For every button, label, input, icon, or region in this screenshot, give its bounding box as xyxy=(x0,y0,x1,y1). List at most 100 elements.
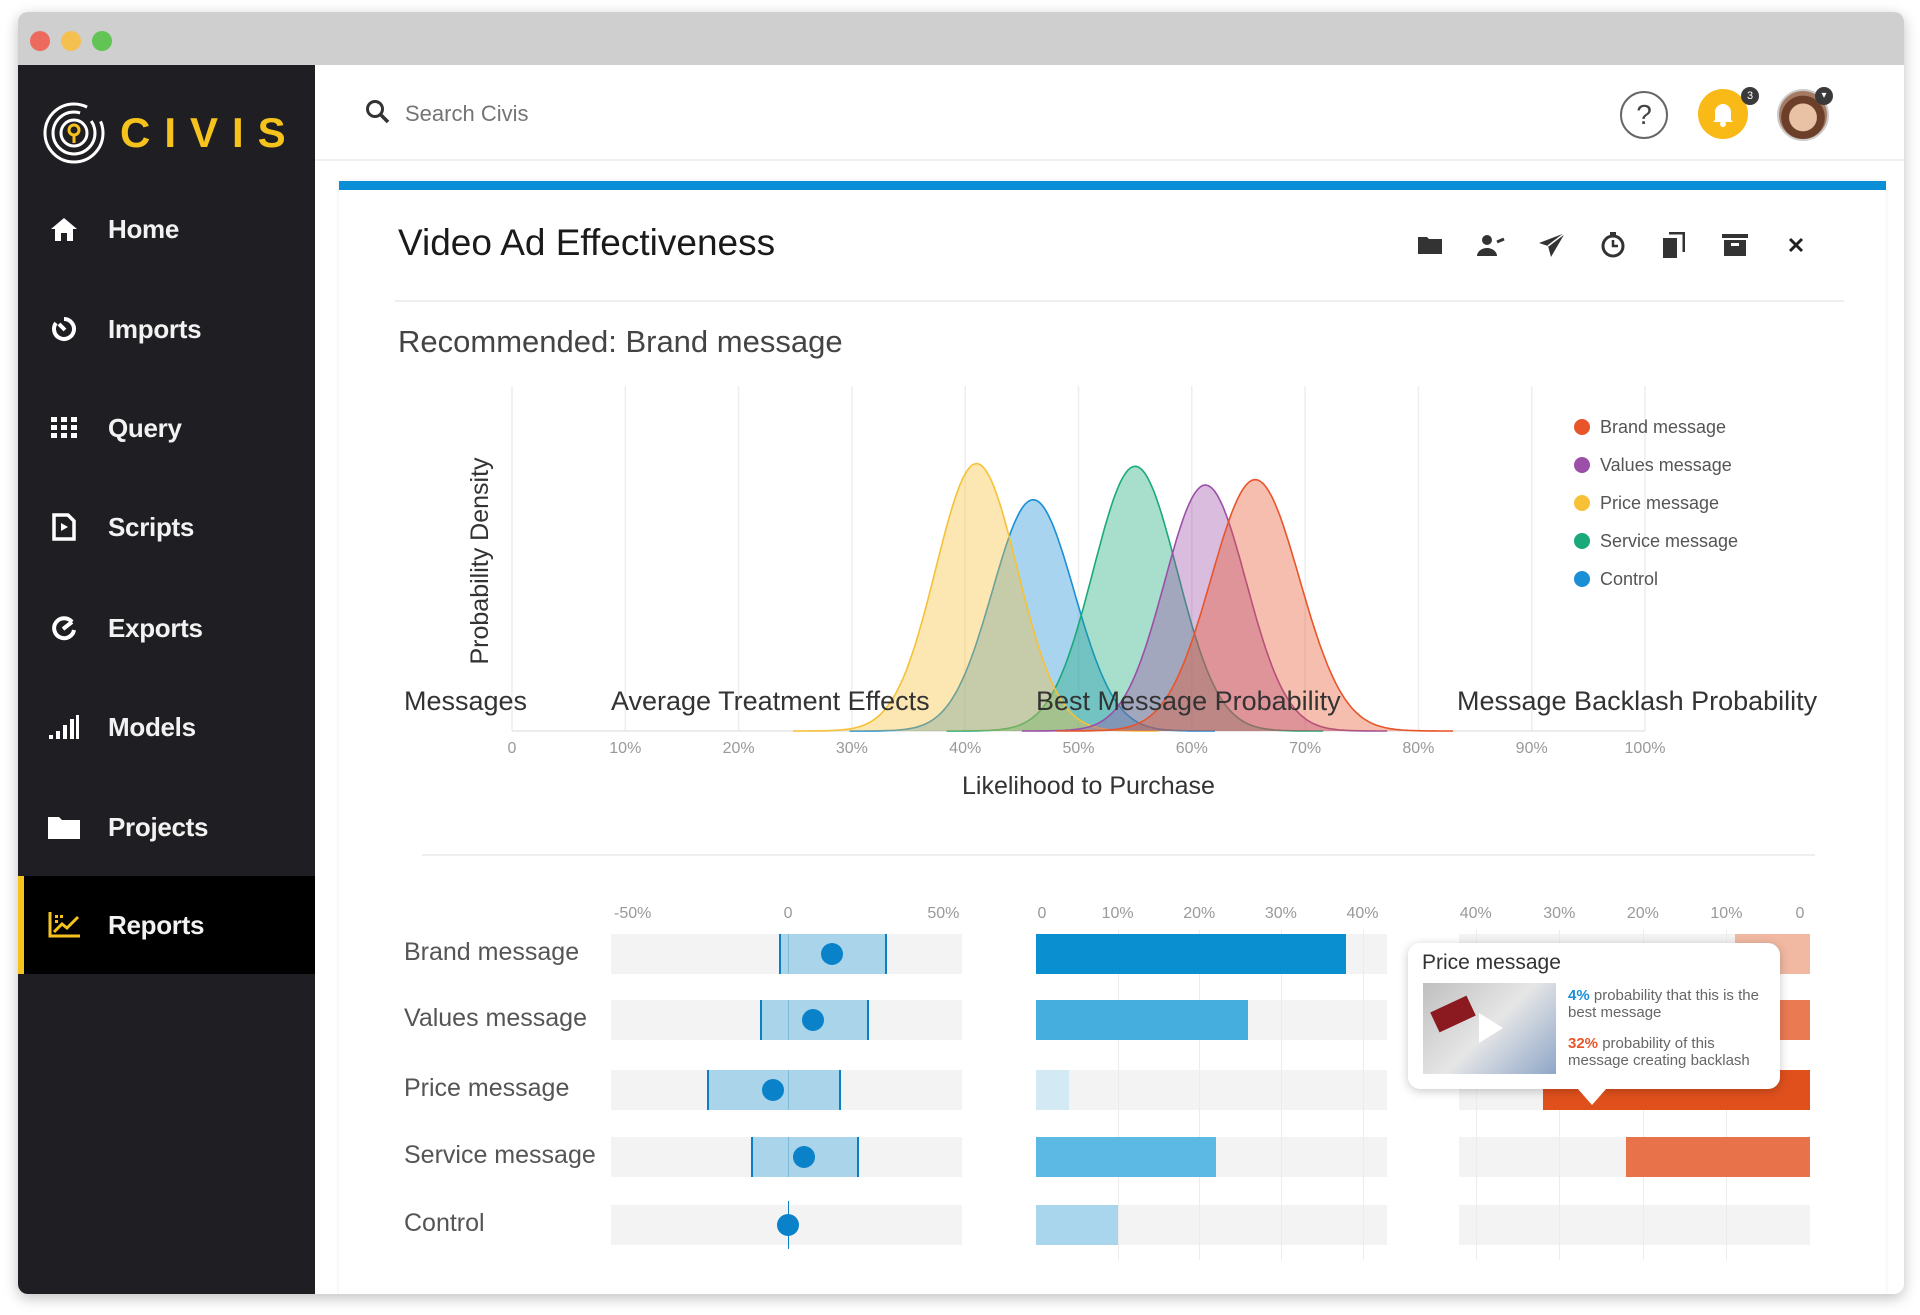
x-tick-label: 100% xyxy=(1625,740,1666,757)
best-probability-bar[interactable] xyxy=(1036,1205,1118,1245)
notification-count-badge: 3 xyxy=(1741,87,1759,105)
sidebar-item-models[interactable]: Models xyxy=(18,678,315,776)
gridline xyxy=(1362,930,1364,1260)
sidebar-item-projects[interactable]: Projects xyxy=(18,778,315,876)
backlash-probability-bar[interactable] xyxy=(1626,1137,1810,1177)
legend-marker xyxy=(1574,533,1590,549)
brand-name: CIVIS xyxy=(120,109,300,156)
x-tick-label: 30% xyxy=(836,740,868,757)
row-label: Control xyxy=(404,1209,485,1237)
page-title: Video Ad Effectiveness xyxy=(398,222,776,263)
search-icon[interactable] xyxy=(365,99,391,130)
ate-point[interactable] xyxy=(777,1214,800,1236)
chart-icon xyxy=(48,909,80,941)
backlash-tick-label: 0 xyxy=(1795,905,1805,922)
legend-label: Service message xyxy=(1600,531,1738,551)
close-icon[interactable] xyxy=(1765,230,1826,260)
phone-image xyxy=(1430,995,1476,1033)
tooltip-best-value: 4% xyxy=(1568,987,1590,1004)
share-user-icon[interactable] xyxy=(1460,230,1521,260)
density-area-price-message xyxy=(792,463,1161,731)
legend-marker xyxy=(1574,419,1590,435)
sidebar-item-label: Models xyxy=(108,711,196,742)
density-chart: 0 10% 20% 30% 40% 50% 60% 70% 80% 90% 100% Likeliho… xyxy=(466,386,1738,800)
legend-label: Price message xyxy=(1600,493,1719,513)
sidebar-item-query[interactable]: Query xyxy=(18,379,315,477)
backlash-tick-label: 30% xyxy=(1543,905,1576,922)
window-minimize-button[interactable] xyxy=(61,31,81,51)
sidebar-item-label: Imports xyxy=(108,313,202,344)
x-tick-label: 70% xyxy=(1289,740,1321,757)
send-icon[interactable] xyxy=(1521,230,1582,260)
signal-bars-icon xyxy=(48,711,80,743)
play-icon[interactable] xyxy=(1479,1013,1503,1043)
x-tick-label: 90% xyxy=(1516,740,1548,757)
folder-icon[interactable] xyxy=(1399,230,1460,260)
ate-point[interactable] xyxy=(820,943,843,965)
ate-point[interactable] xyxy=(761,1079,784,1101)
sidebar-item-exports[interactable]: Exports xyxy=(18,579,315,677)
column-header-best: Best Message Probability xyxy=(1036,686,1341,716)
backlash-tick-label: 40% xyxy=(1459,905,1492,922)
density-area-control xyxy=(849,499,1217,731)
archive-icon[interactable] xyxy=(1704,230,1765,260)
tooltip-backlash-text: probability of this message creating bac… xyxy=(1568,1035,1750,1069)
x-tick-label: 80% xyxy=(1402,740,1434,757)
sidebar-item-label: Exports xyxy=(108,612,203,643)
column-header-backlash: Message Backlash Probability xyxy=(1457,686,1818,716)
copy-icon[interactable] xyxy=(1643,230,1704,260)
best-tick-label: 20% xyxy=(1183,905,1216,922)
ate-zero-line xyxy=(787,1070,790,1110)
y-axis-label: Probability Density xyxy=(466,457,494,665)
sidebar-item-label: Home xyxy=(108,213,180,244)
sidebar: CIVIS Home Imports Query Scripts Exports… xyxy=(18,65,315,1294)
notifications-button[interactable] xyxy=(1698,89,1748,139)
density-line-price-message xyxy=(793,462,1159,732)
column-header-ate: Average Treatment Effects xyxy=(611,686,930,716)
recommendation-text: Recommended: Brand message xyxy=(398,324,843,359)
sidebar-item-imports[interactable]: Imports xyxy=(18,280,315,378)
bell-icon xyxy=(1713,104,1733,127)
best-probability-bar[interactable] xyxy=(1036,1000,1249,1040)
ate-tick-label: 50% xyxy=(927,905,960,922)
density-line-service-message xyxy=(946,465,1324,732)
best-probability-bar[interactable] xyxy=(1036,1137,1216,1177)
window-zoom-button[interactable] xyxy=(92,31,112,51)
row-label: Service message xyxy=(404,1141,596,1169)
tooltip-best-text: probability that this is the best messag… xyxy=(1568,987,1759,1021)
ate-point[interactable] xyxy=(801,1009,824,1031)
gridline xyxy=(1475,930,1477,1260)
best-tick-label: 10% xyxy=(1101,905,1134,922)
sidebar-item-label: Query xyxy=(108,412,182,443)
home-icon xyxy=(48,213,80,245)
divider xyxy=(395,300,1844,302)
backlash-track xyxy=(1459,1205,1810,1245)
app-window: CIVIS Home Imports Query Scripts Exports… xyxy=(18,12,1904,1294)
civis-logo[interactable]: CIVIS xyxy=(42,99,322,169)
title-bar xyxy=(18,12,1904,65)
help-button[interactable]: ? xyxy=(1620,91,1668,139)
tooltip-backlash-line: 32% probability of this message creating… xyxy=(1568,1035,1773,1069)
chevron-down-icon[interactable]: ▾ xyxy=(1815,87,1833,105)
best-probability-bar[interactable] xyxy=(1036,1070,1069,1110)
x-tick-label: 20% xyxy=(723,740,755,757)
window-close-button[interactable] xyxy=(30,31,50,51)
row-label: Values message xyxy=(404,1004,587,1032)
best-probability-bar[interactable] xyxy=(1036,934,1347,974)
schedule-icon[interactable] xyxy=(1582,230,1643,260)
legend-label: Values message xyxy=(1600,455,1732,475)
ate-zero-line xyxy=(787,1000,790,1040)
sidebar-item-scripts[interactable]: Scripts xyxy=(18,478,315,576)
density-line-values-message xyxy=(1021,484,1388,732)
ate-tick-label: -50% xyxy=(614,905,652,922)
sidebar-item-home[interactable]: Home xyxy=(18,180,315,278)
folder-icon xyxy=(48,811,80,843)
ate-point[interactable] xyxy=(792,1146,815,1168)
video-thumbnail[interactable] xyxy=(1423,983,1556,1074)
ate-zero-line xyxy=(787,934,790,974)
search-input[interactable] xyxy=(403,93,907,135)
sidebar-item-reports[interactable]: Reports xyxy=(18,876,315,974)
row-label: Brand message xyxy=(404,938,580,966)
report-toolbar xyxy=(1399,230,1826,260)
